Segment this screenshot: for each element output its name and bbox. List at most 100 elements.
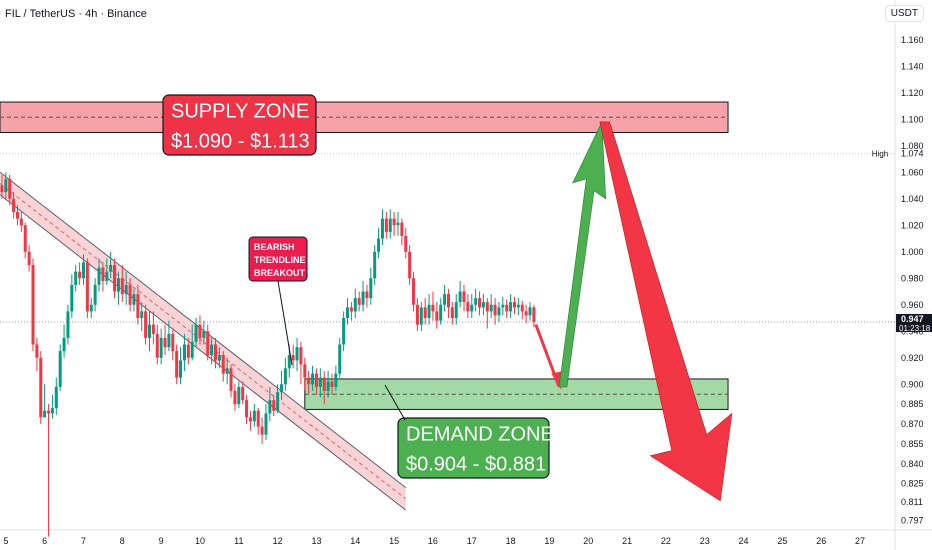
candle-body — [489, 304, 493, 312]
candle-body — [260, 426, 264, 435]
green-up-arrow — [558, 121, 607, 388]
candle-body — [256, 410, 260, 427]
price-tick-label: 1.100 — [901, 114, 924, 124]
price-tick-label: 1.060 — [901, 167, 924, 177]
demand-zone-label-text: DEMAND ZONE — [406, 424, 554, 446]
candle-body — [12, 198, 16, 212]
candle-body — [505, 304, 509, 312]
candle-body — [384, 218, 388, 232]
price-tick-label: 0.920 — [901, 353, 924, 363]
candle-body — [291, 355, 295, 361]
candle-body — [113, 265, 117, 292]
candle-body — [74, 271, 78, 285]
time-tick-label: 10 — [195, 536, 205, 546]
candle-body — [318, 377, 322, 387]
candle-body — [93, 284, 97, 305]
candle-body — [175, 351, 179, 378]
candle-body — [353, 298, 357, 312]
breakout-label: BEARISH TRENDLINE BREAKOUT — [248, 236, 308, 282]
candles — [0, 172, 536, 537]
candle-body — [179, 360, 183, 378]
candle-body — [404, 235, 408, 252]
candle-body — [4, 178, 8, 193]
candle-body — [268, 400, 272, 414]
trendline-channel — [0, 171, 407, 511]
candle-body — [485, 302, 489, 312]
candle-body — [0, 185, 4, 193]
candle-body — [342, 318, 346, 345]
candle-body — [140, 311, 144, 318]
candle-body — [35, 344, 39, 358]
candle-body — [427, 304, 431, 318]
candle-body — [233, 390, 237, 405]
candle-body — [509, 302, 513, 312]
current-price-badge — [896, 313, 932, 332]
chart-title: FIL / TetherUS · 4h · Binance — [5, 8, 147, 20]
currency-label[interactable]: USDT — [884, 5, 924, 22]
candle-body — [400, 222, 404, 236]
price-tick-label: 0.885 — [901, 399, 924, 409]
price-tick-label: 1.140 — [901, 61, 924, 71]
candle-body — [388, 218, 392, 232]
candle-body — [415, 304, 419, 325]
candle-body — [109, 265, 113, 272]
price-tick-label: 0.811 — [901, 497, 923, 507]
candle-body — [361, 291, 365, 305]
candle-body — [23, 225, 27, 252]
candle-body — [497, 307, 501, 316]
time-tick-label: 19 — [544, 536, 554, 546]
candle-body — [128, 284, 132, 305]
candle-body — [412, 278, 416, 305]
candle-body — [446, 294, 450, 308]
demand-zone-label-text: $0.904 - $0.881 — [406, 454, 546, 476]
candle-body — [396, 222, 400, 226]
zones — [0, 101, 729, 410]
candle-body — [229, 368, 233, 391]
time-tick-label: 18 — [506, 536, 516, 546]
price-tick-label: 0.980 — [901, 273, 924, 283]
candle-body — [307, 377, 311, 385]
candle-body — [501, 304, 505, 308]
candle-body — [520, 304, 524, 312]
candle-body — [346, 307, 350, 318]
candle-body — [532, 307, 536, 322]
candle-body — [190, 341, 194, 358]
candle-body — [15, 212, 19, 219]
candle-body — [101, 267, 105, 281]
candle-body — [116, 278, 120, 292]
candle-body — [144, 311, 148, 338]
candle-body — [435, 311, 439, 321]
breakout-label-text: BREAKOUT — [254, 268, 306, 278]
time-tick-label: 24 — [739, 536, 749, 546]
time-tick-label: 13 — [311, 536, 321, 546]
candle-body — [380, 218, 384, 239]
candle-body — [202, 331, 206, 338]
candle-body — [369, 278, 373, 299]
candle-body — [528, 307, 532, 316]
supply-zone-label-text: SUPPLY ZONE — [171, 101, 309, 123]
candle-body — [419, 307, 423, 325]
candle-body — [392, 218, 396, 226]
candle-body — [237, 386, 241, 405]
candle-body — [206, 331, 210, 356]
price-tick-label: 0.960 — [901, 300, 924, 310]
time-tick-label: 17 — [467, 536, 477, 546]
candle-body — [478, 298, 482, 308]
candle-body — [276, 392, 280, 411]
time-tick-label: 14 — [350, 536, 360, 546]
candle-body — [163, 337, 167, 348]
candle-body — [186, 344, 190, 358]
candle-body — [408, 251, 412, 279]
candle-body — [8, 178, 12, 199]
candle-body — [330, 381, 334, 387]
candle-body — [66, 311, 70, 338]
candle-body — [194, 324, 198, 342]
candle-body — [524, 311, 528, 316]
time-tick-label: 16 — [428, 536, 438, 546]
time-tick-label: 5 — [3, 536, 8, 546]
time-tick-label: 20 — [583, 536, 593, 546]
candle-body — [303, 364, 307, 378]
